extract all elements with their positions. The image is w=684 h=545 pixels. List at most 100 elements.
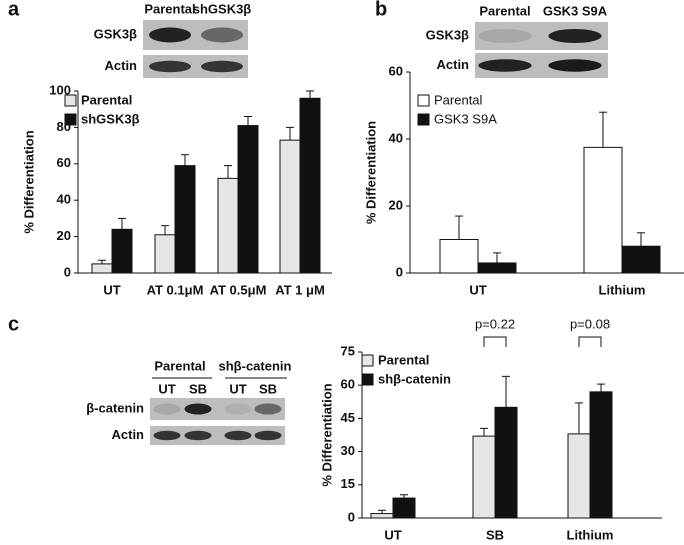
y-axis-label: % Differentiation (319, 383, 334, 486)
bar (439, 239, 479, 274)
bar (299, 97, 321, 274)
blot-row-label: GSK3β (426, 27, 469, 42)
blot-lane-label: UT (158, 381, 175, 396)
blot-strip (150, 426, 285, 445)
blot-band (149, 60, 191, 73)
bar (174, 165, 196, 274)
y-tick-label: 60 (389, 63, 403, 78)
legend-label: shGSK3β (81, 111, 140, 126)
blot-lane-label: shGSK3β (193, 1, 252, 16)
blot-lane-label: GSK3 S9A (543, 3, 608, 18)
y-tick-label: 0 (396, 264, 403, 279)
bar (621, 245, 661, 274)
blot-lane-label: Parental (479, 3, 530, 18)
blot-row-label: Actin (105, 58, 138, 73)
x-tick-label: Lithium (567, 527, 614, 540)
annotation: p=0.22 (475, 316, 515, 331)
bar (217, 177, 239, 274)
blot-group-label: shβ-catenin (219, 358, 292, 373)
legend-key (361, 354, 374, 367)
legend-key (64, 94, 77, 107)
blot-band (548, 59, 602, 72)
y-tick-label: 20 (389, 197, 403, 212)
blot-band (478, 29, 532, 43)
blot-band (184, 430, 212, 441)
y-axis-label: % Differentiation (21, 130, 36, 233)
bracket (578, 336, 602, 347)
bar (91, 263, 113, 274)
x-tick-label: UT (469, 282, 486, 297)
y-tick-label: 40 (57, 192, 71, 207)
y-tick-label: 0 (64, 264, 71, 279)
blot-band (201, 27, 243, 43)
bar (370, 513, 394, 519)
blot-group-label: Parental (154, 358, 205, 373)
bar (392, 497, 416, 519)
bar (567, 433, 591, 519)
blot-band (184, 403, 212, 415)
bar (494, 406, 518, 519)
bar (583, 146, 623, 274)
blot-band (478, 59, 532, 72)
y-tick-label: 30 (341, 443, 355, 458)
annotation: p=0.08 (570, 316, 610, 331)
legend-key (417, 113, 430, 126)
y-tick-label: 40 (389, 130, 403, 145)
blot-lane-label: SB (259, 381, 277, 396)
legend-label: Parental (81, 92, 132, 107)
y-tick-label: 75 (341, 343, 355, 358)
bar (279, 139, 301, 274)
blot-band (201, 60, 243, 73)
blot-band (254, 430, 282, 441)
blot-band (548, 29, 602, 43)
blot-row-label: Actin (437, 57, 470, 72)
blot-row-label: β-catenin (86, 400, 144, 415)
x-tick-label: UT (103, 282, 120, 297)
legend-label: Parental (434, 92, 483, 107)
x-tick-label: UT (384, 527, 401, 540)
legend-key (64, 113, 77, 126)
y-tick-label: 60 (57, 155, 71, 170)
legend-label: shβ-catenin (378, 371, 451, 386)
x-tick-label: Lithium (599, 282, 646, 297)
blot-lane-label: UT (229, 381, 246, 396)
blot-row-label: GSK3β (94, 26, 137, 41)
legend-label: GSK3 S9A (434, 111, 497, 126)
panel-label: b (375, 0, 387, 20)
blot-row-label: Actin (112, 427, 145, 442)
bar (237, 125, 259, 274)
bar (589, 391, 613, 519)
bracket (483, 336, 507, 347)
bar (477, 262, 517, 274)
panel-label: c (8, 313, 19, 335)
y-tick-label: 45 (341, 410, 355, 425)
blot-band (153, 430, 181, 441)
y-tick-label: 0 (348, 509, 355, 524)
x-tick-label: AT 1 μM (275, 282, 325, 297)
y-tick-label: 20 (57, 228, 71, 243)
blot-band (149, 27, 191, 43)
legend-key (361, 373, 374, 386)
bar (154, 234, 176, 274)
x-tick-label: AT 0.1μM (147, 282, 204, 297)
legend-label: Parental (378, 352, 429, 367)
y-tick-label: 15 (341, 476, 355, 491)
bar (111, 228, 133, 274)
blot-lane-label: SB (189, 381, 207, 396)
panel-label: a (8, 0, 20, 20)
blot-strip (143, 55, 248, 78)
blot-band (224, 430, 252, 441)
y-tick-label: 100 (49, 82, 71, 97)
blot-band (224, 403, 252, 415)
legend-key (417, 94, 430, 107)
blot-lane-label: Parental (144, 1, 195, 16)
x-tick-label: AT 0.5μM (210, 282, 267, 297)
y-tick-label: 60 (341, 377, 355, 392)
blot-band (153, 403, 181, 415)
blot-strip (150, 398, 285, 420)
bar (472, 435, 496, 519)
y-axis-label: % Differentiation (363, 121, 378, 224)
blot-band (254, 403, 282, 415)
x-tick-label: SB (486, 527, 504, 540)
